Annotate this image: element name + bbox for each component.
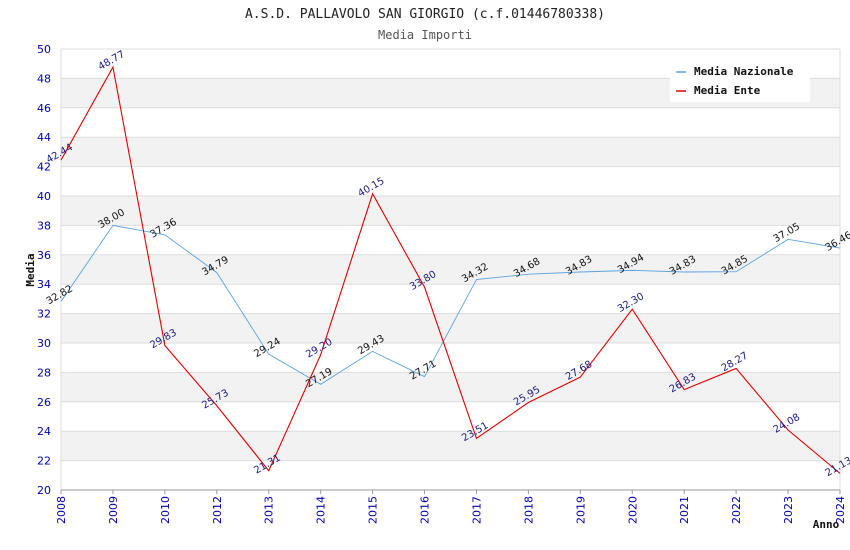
x-tick-label: 2017 bbox=[470, 496, 483, 524]
x-axis-label: Anno bbox=[813, 518, 840, 531]
x-tick-label: 2015 bbox=[367, 496, 380, 524]
x-tick-label: 2020 bbox=[626, 496, 639, 524]
y-tick-label: 32 bbox=[37, 308, 51, 321]
series-lines bbox=[60, 65, 841, 474]
y-tick-label: 40 bbox=[37, 190, 51, 203]
data-label: 28.27 bbox=[720, 350, 750, 374]
x-tick-label: 2010 bbox=[159, 496, 172, 524]
y-tick-label: 26 bbox=[37, 396, 51, 409]
y-tick-label: 44 bbox=[37, 131, 51, 144]
y-tick-label: 48 bbox=[37, 72, 51, 85]
x-tick-labels: 2008 2009 2010 2012 2013 2014 2015 2016 2017 2018… bbox=[55, 490, 847, 524]
x-tick-label: 2019 bbox=[574, 496, 587, 524]
y-tick-label: 28 bbox=[37, 366, 51, 379]
y-tick-labels: 20 22 24 26 28 30 32 34 36 38 40 42 44 46 48 50 bbox=[37, 43, 51, 497]
legend-box bbox=[670, 60, 810, 102]
grid-band bbox=[61, 431, 840, 461]
y-tick-label: 22 bbox=[37, 455, 51, 468]
y-tick-label: 46 bbox=[37, 102, 51, 115]
series-line-media-nazionale bbox=[60, 224, 841, 385]
y-tick-label: 34 bbox=[37, 278, 51, 291]
chart-title: A.S.D. PALLAVOLO SAN GIORGIO (c.f.014467… bbox=[245, 7, 605, 22]
y-tick-label: 42 bbox=[37, 161, 51, 174]
grid-bands bbox=[61, 78, 840, 461]
x-tick-label: 2009 bbox=[107, 496, 120, 524]
x-tick-label: 2014 bbox=[315, 496, 328, 524]
y-tick-label: 50 bbox=[37, 43, 51, 56]
x-tick-label: 2008 bbox=[55, 496, 68, 524]
data-label: 36.46 bbox=[824, 230, 850, 254]
x-tick-label: 2016 bbox=[419, 496, 432, 524]
legend-label-nazionale: Media Nazionale bbox=[694, 65, 794, 78]
x-tick-label: 2012 bbox=[211, 496, 224, 524]
y-tick-label: 36 bbox=[37, 249, 51, 262]
grid-band bbox=[61, 137, 840, 167]
legend-label-ente: Media Ente bbox=[694, 84, 761, 97]
x-tick-label: 2018 bbox=[522, 496, 535, 524]
legend: Media Nazionale Media Ente bbox=[670, 60, 810, 102]
x-tick-label: 2023 bbox=[782, 496, 795, 524]
y-tick-label: 38 bbox=[37, 219, 51, 232]
series-line-media-ente bbox=[60, 65, 841, 474]
y-tick-label: 24 bbox=[37, 425, 51, 438]
y-axis-label: Media bbox=[24, 253, 37, 286]
x-tick-label: 2021 bbox=[678, 496, 691, 524]
grid-band bbox=[61, 254, 840, 285]
x-tick-label: 2013 bbox=[263, 496, 276, 524]
y-tick-label: 30 bbox=[37, 337, 51, 350]
chart-subtitle: Media Importi bbox=[378, 28, 472, 42]
x-tick-label: 2024 bbox=[834, 496, 847, 524]
x-tick-label: 2022 bbox=[730, 496, 743, 524]
y-tick-label: 20 bbox=[37, 484, 51, 497]
grid-band bbox=[61, 372, 840, 402]
grid-band bbox=[61, 196, 840, 226]
